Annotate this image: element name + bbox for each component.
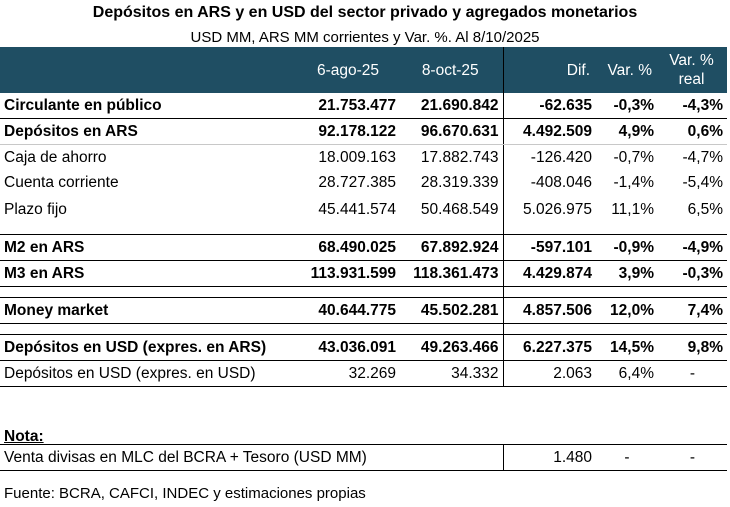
header-label	[0, 47, 298, 93]
nota-row: Venta divisas en MLC del BCRA + Tesoro (…	[0, 444, 727, 471]
source-note: Fuente: BCRA, CAFCI, INDEC y estimacione…	[4, 485, 366, 502]
table-row: Circulante en público 21.753.477 21.690.…	[0, 93, 727, 119]
table-subtitle: USD MM, ARS MM corrientes y Var. %. Al 8…	[190, 29, 540, 46]
nota-real: -	[658, 444, 727, 471]
nota-title: Nota:	[4, 428, 44, 445]
nota-var: -	[596, 444, 658, 471]
header-dif: Dif.	[503, 47, 596, 93]
table-row: M2 en ARS 68.490.025 67.892.924 -597.101…	[0, 234, 727, 261]
table-row: Caja de ahorro 18.009.163 17.882.743 -12…	[0, 144, 727, 170]
table-title: Depósitos en ARS y en USD del sector pri…	[92, 4, 638, 21]
header-row: 6-ago-25 8-oct-25 Dif. Var. % Var. % rea…	[0, 47, 727, 93]
header-date-2: 8-oct-25	[400, 47, 504, 93]
table-row: Depósitos en USD (expres. en ARS) 43.036…	[0, 334, 727, 361]
nota-dif: 1.480	[503, 444, 596, 471]
header-var: Var. %	[596, 47, 658, 93]
monetary-aggregates-table: 6-ago-25 8-oct-25 Dif. Var. % Var. % rea…	[0, 47, 727, 471]
header-date-1: 6-ago-25	[298, 47, 400, 93]
table-row: Plazo fijo 45.441.574 50.468.549 5.026.9…	[0, 195, 727, 224]
table-row: M3 en ARS 113.931.599 118.361.473 4.429.…	[0, 260, 727, 287]
table-row: Depósitos en USD (expres. en USD) 32.269…	[0, 360, 727, 387]
header-var-real: Var. % real	[658, 47, 727, 93]
spacer-row	[0, 387, 727, 445]
nota-label: Venta divisas en MLC del BCRA + Tesoro (…	[0, 444, 504, 471]
spacer-row	[0, 323, 727, 335]
table-row: Cuenta corriente 28.727.385 28.319.339 -…	[0, 170, 727, 195]
table-row: Money market 40.644.775 45.502.281 4.857…	[0, 297, 727, 324]
table-row: Depósitos en ARS 92.178.122 96.670.631 4…	[0, 118, 727, 145]
spacer-row	[0, 224, 727, 235]
spacer-row	[0, 286, 727, 298]
